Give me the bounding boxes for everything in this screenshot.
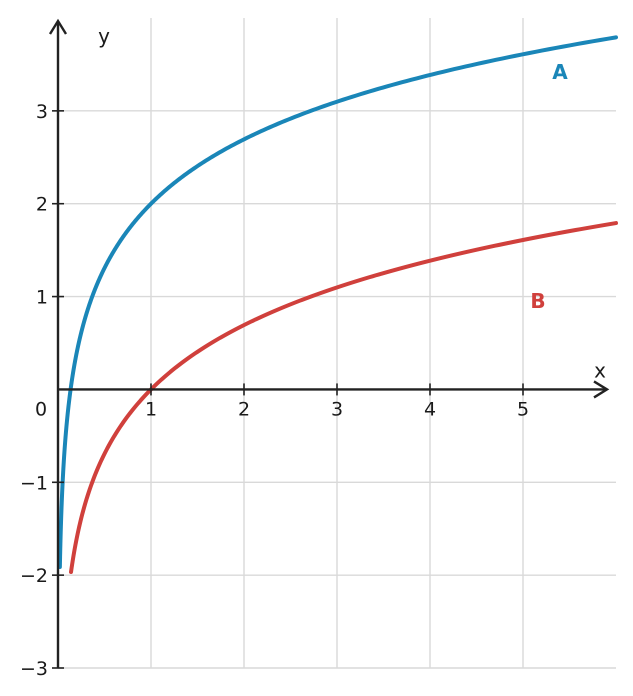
x-tick-label: 4 (424, 398, 436, 420)
series-label-a: A (552, 60, 568, 84)
y-tick-label: 3 (36, 101, 48, 123)
origin-label: 0 (35, 398, 47, 420)
x-tick-label: 2 (238, 398, 250, 420)
y-tick-label: 1 (36, 287, 48, 309)
curves (57, 35, 618, 574)
x-tick-label: 5 (517, 398, 529, 420)
grid (58, 18, 616, 669)
axes (48, 18, 610, 668)
x-tick-label: 1 (145, 398, 157, 420)
y-axis-label: y (98, 24, 110, 48)
ticks: 1 2 3 4 5 −3 −2 −1 1 2 3 (20, 101, 529, 680)
x-tick-label: 3 (331, 398, 343, 420)
y-tick-label: 2 (36, 194, 48, 216)
y-tick-label: −3 (20, 658, 48, 680)
y-tick-label: −1 (20, 472, 48, 494)
y-tick-label: −2 (20, 565, 48, 587)
x-axis-arrowhead (593, 380, 610, 399)
series-line-b (69, 221, 618, 574)
labels: x y 0 A B (35, 24, 606, 420)
y-axis-arrowhead (48, 18, 68, 35)
series-line-a (57, 35, 618, 569)
series-label-b: B (530, 289, 545, 313)
x-axis-label: x (594, 358, 606, 382)
